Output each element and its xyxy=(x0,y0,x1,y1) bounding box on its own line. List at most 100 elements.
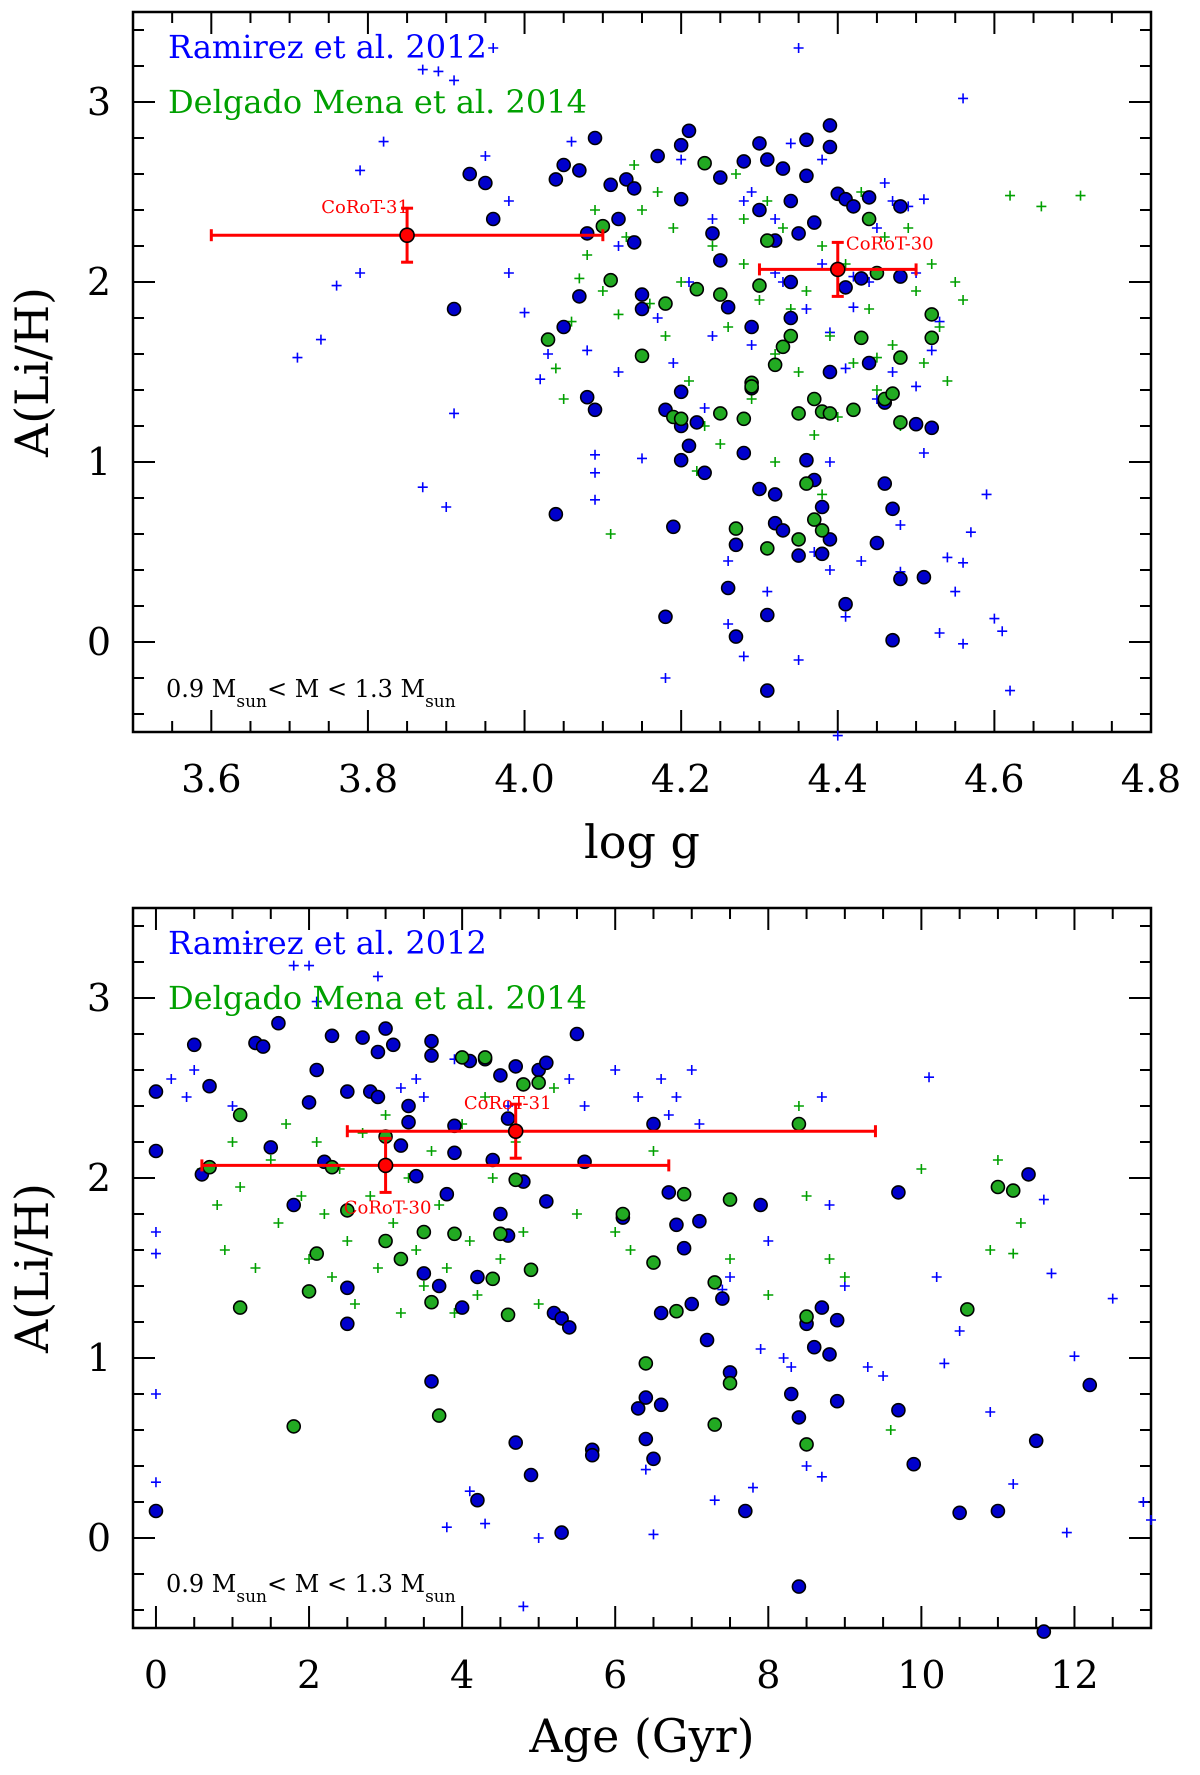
upper-limit-point xyxy=(934,322,945,332)
detection-point xyxy=(885,386,900,401)
upper-limit-point xyxy=(311,1137,322,1147)
upper-limit-point xyxy=(738,214,749,224)
upper-limit-point xyxy=(288,960,299,971)
y-tick-label: 2 xyxy=(87,260,111,304)
detection-point xyxy=(869,535,885,551)
detection-point xyxy=(416,1266,432,1281)
upper-limit-point xyxy=(817,489,828,500)
x-tick-label: 4.4 xyxy=(808,757,868,801)
detection-point xyxy=(838,280,853,295)
upper-limit-point xyxy=(950,586,961,597)
detection-point xyxy=(893,571,908,587)
detection-point xyxy=(728,629,744,644)
y-tick-label: 3 xyxy=(87,976,111,1020)
y-tick-label: 0 xyxy=(87,620,111,664)
upper-limit-point xyxy=(633,1092,644,1102)
detection-point xyxy=(611,211,626,227)
detection-point xyxy=(148,1503,164,1519)
upper-limit-point xyxy=(610,1227,621,1237)
upper-limit-point xyxy=(801,1461,812,1471)
corot-point xyxy=(507,1123,524,1139)
detection-point xyxy=(799,476,814,491)
detection-point xyxy=(508,1172,524,1188)
detection-point xyxy=(232,1300,248,1315)
detection-point xyxy=(759,541,775,556)
detection-point xyxy=(861,355,877,371)
legend-delgado: Delgado Mena et al. 2014 xyxy=(168,83,587,121)
detection-point xyxy=(462,166,478,182)
upper-limit-point xyxy=(824,565,835,575)
upper-limit-point xyxy=(668,358,679,368)
detection-point xyxy=(838,596,853,612)
upper-limit-point xyxy=(582,250,593,260)
upper-limit-point xyxy=(746,340,757,350)
upper-limit-point xyxy=(989,613,1000,624)
x-tick-label: 2 xyxy=(297,1653,321,1697)
x-tick-label: 4.2 xyxy=(651,757,711,801)
upper-limit-point xyxy=(656,1074,667,1084)
corot-label: CoRoT-31 xyxy=(464,1093,552,1114)
upper-limit-point xyxy=(878,1371,889,1381)
upper-limit-point xyxy=(150,1248,161,1259)
upper-limit-point xyxy=(518,1227,529,1237)
detection-point xyxy=(814,523,830,538)
upper-limit-point xyxy=(723,556,734,566)
legend-delgado: Delgado Mena et al. 2014 xyxy=(168,979,587,1017)
detection-point xyxy=(814,1300,830,1315)
detection-point xyxy=(736,411,752,427)
detection-point xyxy=(891,1402,906,1418)
detection-point xyxy=(728,537,744,553)
upper-limit-point xyxy=(292,352,303,363)
upper-limit-point xyxy=(754,295,765,305)
detection-point xyxy=(753,1197,768,1213)
detection-point xyxy=(744,379,759,394)
upper-limit-point xyxy=(417,482,428,493)
detection-point xyxy=(603,272,618,288)
detection-point xyxy=(508,1059,524,1074)
upper-limit-point xyxy=(848,358,859,368)
detection-point xyxy=(470,1492,485,1508)
detection-point xyxy=(689,415,705,430)
upper-limit-point xyxy=(778,1353,789,1363)
upper-limit-point xyxy=(809,430,820,440)
detection-point xyxy=(202,1159,217,1175)
detection-point xyxy=(822,118,838,133)
upper-limit-point xyxy=(464,1486,475,1497)
detection-point xyxy=(891,1185,906,1200)
x-axis-title: Age (Gyr) xyxy=(528,1709,754,1763)
detection-point xyxy=(401,1098,416,1114)
upper-limit-point xyxy=(605,529,616,539)
upper-limit-point xyxy=(926,259,937,269)
detection-point xyxy=(705,226,720,241)
detection-point xyxy=(720,580,736,596)
x-tick-label: 4.8 xyxy=(1121,757,1181,801)
upper-limit-point xyxy=(590,205,601,215)
detection-point xyxy=(493,1206,508,1222)
detection-point xyxy=(658,609,673,625)
upper-limit-point xyxy=(816,1092,827,1102)
upper-limit-point xyxy=(763,1236,774,1246)
detection-point xyxy=(431,1408,447,1423)
upper-limit-point xyxy=(355,165,366,176)
detection-point xyxy=(263,1140,279,1155)
upper-limit-point xyxy=(864,304,875,314)
detection-point xyxy=(767,487,783,502)
upper-limit-point xyxy=(571,1209,582,1219)
y-tick-label: 3 xyxy=(87,80,111,124)
detection-point xyxy=(728,521,744,536)
detection-point xyxy=(908,416,924,432)
detection-point xyxy=(799,168,814,184)
detection-point xyxy=(791,1410,807,1425)
detection-point xyxy=(990,1179,1006,1195)
upper-limit-point xyxy=(166,1074,177,1084)
detection-point xyxy=(707,1275,723,1290)
upper-limit-point xyxy=(150,1227,161,1237)
detection-point xyxy=(673,384,689,400)
upper-limit-point xyxy=(840,611,851,622)
detection-point xyxy=(385,1037,401,1053)
corot-point xyxy=(399,227,415,243)
upper-limit-point xyxy=(918,448,929,458)
detection-point xyxy=(861,211,877,227)
detection-point xyxy=(752,202,767,218)
detection-point xyxy=(681,438,697,454)
